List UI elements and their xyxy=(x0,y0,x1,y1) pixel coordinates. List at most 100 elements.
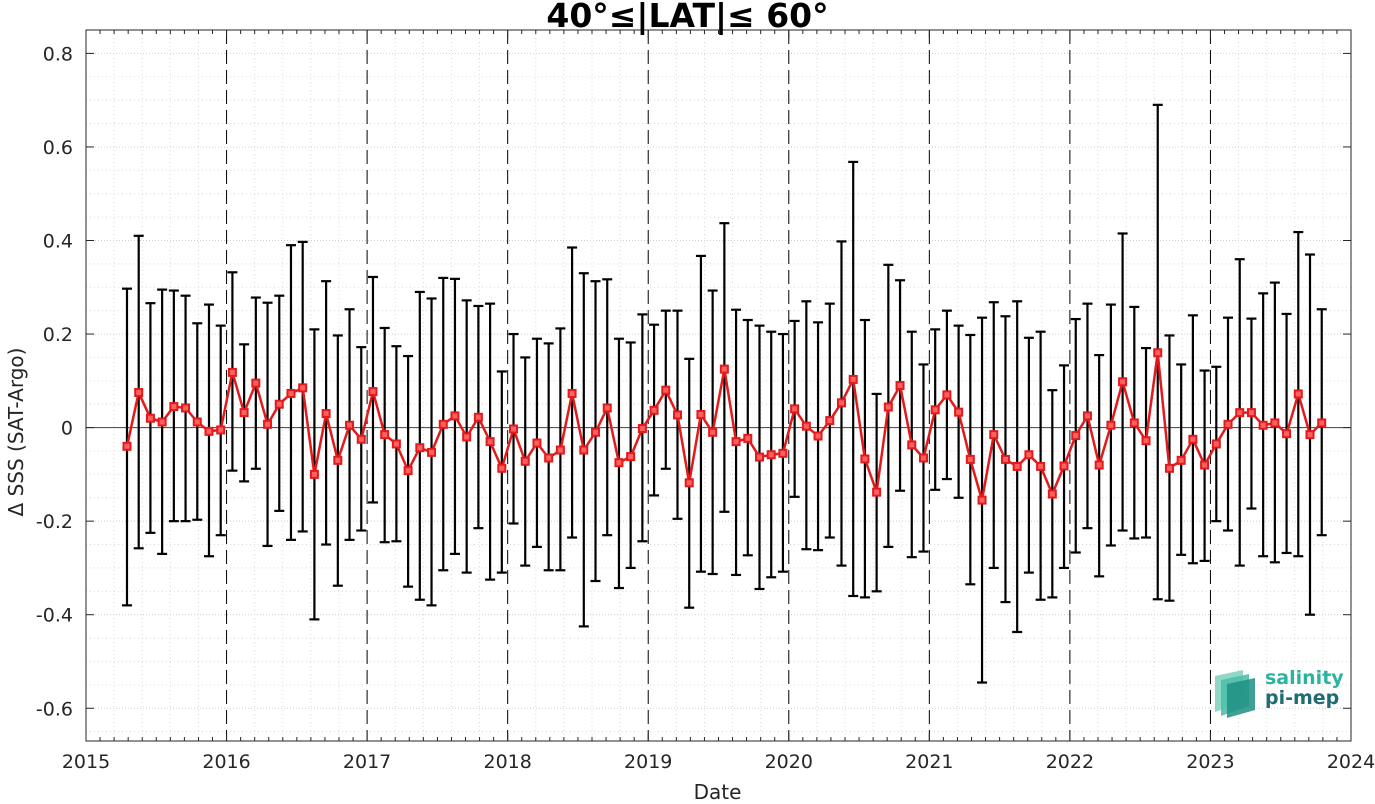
data-point xyxy=(1211,439,1221,449)
data-point xyxy=(274,399,284,409)
data-point xyxy=(1188,434,1198,444)
data-point xyxy=(227,367,237,377)
data-point xyxy=(567,388,577,398)
data-point xyxy=(1164,463,1174,473)
y-tick-labels: -0.6 -0.4 -0.2 0 0.2 0.4 0.6 0.8 xyxy=(36,43,73,720)
data-point xyxy=(790,404,800,414)
data-point xyxy=(321,409,331,419)
data-point xyxy=(754,452,764,462)
data-point xyxy=(473,412,483,422)
data-point xyxy=(157,417,167,427)
data-point xyxy=(1106,420,1116,430)
data-point xyxy=(181,403,191,413)
data-point xyxy=(954,407,964,417)
data-point xyxy=(356,434,366,444)
data-point xyxy=(591,427,601,437)
data-point xyxy=(1141,436,1151,446)
x-tick-label: 2022 xyxy=(1046,751,1094,773)
data-point xyxy=(930,405,940,415)
y-tick-label: 0.4 xyxy=(43,230,73,252)
data-point xyxy=(579,445,589,455)
logo-text: salinity pi-mep xyxy=(1265,668,1344,708)
data-point xyxy=(1118,377,1128,387)
data-point xyxy=(614,458,624,468)
x-tick-label: 2015 xyxy=(62,751,110,773)
data-point xyxy=(485,437,495,447)
data-point xyxy=(555,445,565,455)
data-point xyxy=(602,403,612,413)
data-point xyxy=(415,443,425,453)
data-point xyxy=(907,440,917,450)
data-point xyxy=(860,454,870,464)
salinity-pi-mep-logo: salinity pi-mep xyxy=(1213,668,1344,718)
data-point xyxy=(883,402,893,412)
data-point xyxy=(942,390,952,400)
data-point xyxy=(1082,411,1092,421)
data-point xyxy=(626,452,636,462)
y-tick-label: -0.2 xyxy=(36,511,73,533)
data-point xyxy=(1094,460,1104,470)
series-markers xyxy=(122,348,1327,505)
y-tick-label: 0.6 xyxy=(43,137,73,159)
data-point xyxy=(1305,430,1315,440)
data-point xyxy=(743,433,753,443)
data-point xyxy=(450,411,460,421)
data-point xyxy=(1129,418,1139,428)
x-tick-label: 2023 xyxy=(1186,751,1234,773)
data-point xyxy=(1071,431,1081,441)
data-point xyxy=(1246,408,1256,418)
data-point xyxy=(1293,389,1303,399)
y-tick-label: 0.8 xyxy=(43,43,73,65)
data-point xyxy=(661,385,671,395)
logo-line2: pi-mep xyxy=(1265,687,1340,709)
data-point xyxy=(1235,408,1245,418)
x-tick-label: 2018 xyxy=(483,751,531,773)
y-tick-label: 0.2 xyxy=(43,324,73,346)
data-point xyxy=(1047,489,1057,499)
data-point xyxy=(251,378,261,388)
data-point xyxy=(333,455,343,465)
x-tick-labels: 2015 2016 2017 2018 2019 2020 2021 2022 2023 2024 xyxy=(62,751,1375,773)
data-point xyxy=(1282,429,1292,439)
data-point xyxy=(532,438,542,448)
data-point xyxy=(1270,418,1280,428)
data-point xyxy=(1176,455,1186,465)
data-point xyxy=(239,408,249,418)
data-point xyxy=(509,424,519,434)
data-point xyxy=(403,466,413,476)
minor-grid xyxy=(86,29,1351,741)
data-point xyxy=(1153,348,1163,358)
data-point xyxy=(825,416,835,426)
major-grid xyxy=(86,52,1351,709)
wave-icon xyxy=(1215,670,1255,718)
data-point xyxy=(766,450,776,460)
data-point xyxy=(696,410,706,420)
data-point xyxy=(1200,460,1210,470)
data-point xyxy=(544,453,554,463)
data-point xyxy=(520,456,530,466)
data-point xyxy=(836,398,846,408)
data-point xyxy=(145,413,155,423)
data-point xyxy=(438,419,448,429)
x-tick-label: 2024 xyxy=(1327,751,1375,773)
data-point xyxy=(673,410,683,420)
x-tick-label: 2021 xyxy=(905,751,953,773)
data-point xyxy=(263,419,273,429)
x-tick-label: 2019 xyxy=(624,751,672,773)
data-point xyxy=(1223,419,1233,429)
x-tick-label: 2016 xyxy=(202,751,250,773)
data-point xyxy=(309,469,319,479)
data-point xyxy=(1000,454,1010,464)
data-point xyxy=(427,447,437,457)
data-point xyxy=(1258,420,1268,430)
data-point xyxy=(497,463,507,473)
data-point xyxy=(719,364,729,374)
chart-title: 40°≤|LAT|≤ 60° xyxy=(546,0,829,35)
data-point xyxy=(813,431,823,441)
data-point xyxy=(989,430,999,440)
data-point xyxy=(872,487,882,497)
year-separator-lines xyxy=(226,30,1211,741)
data-point xyxy=(298,383,308,393)
data-point xyxy=(977,495,987,505)
